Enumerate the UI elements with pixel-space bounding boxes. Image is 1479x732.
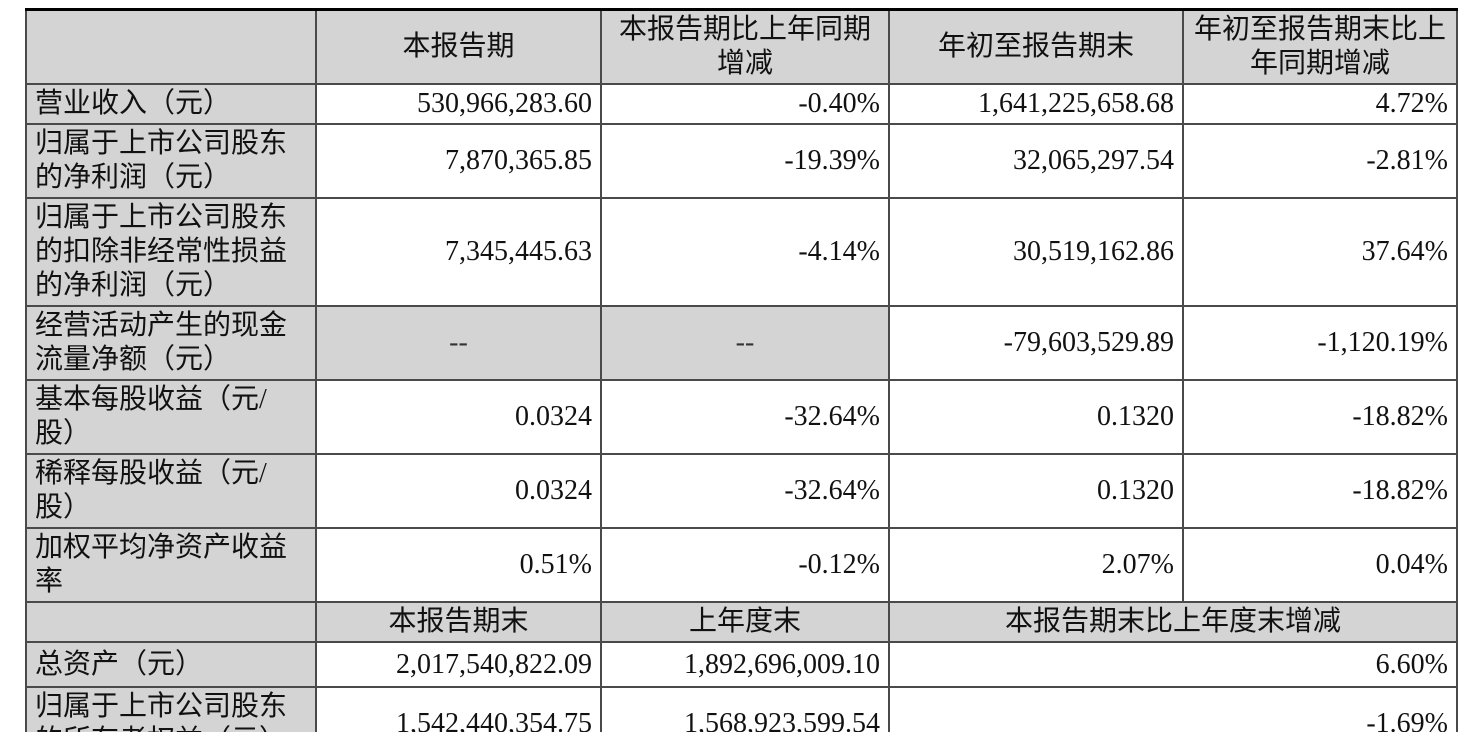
value-ytd-yoy: -18.82% <box>1182 453 1458 529</box>
metric-label: 营业收入（元） <box>25 83 317 125</box>
value-current-yoy: -0.12% <box>600 527 890 603</box>
value-current-period: 0.0324 <box>315 453 602 529</box>
corner-blank-cell <box>25 601 317 643</box>
header-current-period: 本报告期 <box>315 8 602 85</box>
metric-label: 基本每股收益（元/股） <box>25 379 317 455</box>
value-ytd-yoy: 4.72% <box>1182 83 1458 125</box>
header-current-period-yoy: 本报告期比上年同期增减 <box>600 8 890 85</box>
row-operating-cash-flow: 经营活动产生的现金流量净额（元） -- -- -79,603,529.89 -1… <box>25 305 1458 381</box>
row-basic-eps: 基本每股收益（元/股） 0.0324 -32.64% 0.1320 -18.82… <box>25 379 1458 455</box>
dash-placeholder: -- <box>315 305 602 381</box>
value-ytd: -79,603,529.89 <box>888 305 1184 381</box>
value-ytd-yoy: -2.81% <box>1182 123 1458 199</box>
metric-label: 归属于上市公司股东的所有者权益（元） <box>25 686 317 732</box>
value-current-yoy: -19.39% <box>600 123 890 199</box>
row-weighted-avg-roe: 加权平均净资产收益率 0.51% -0.12% 2.07% 0.04% <box>25 527 1458 603</box>
metric-label: 归属于上市公司股东的净利润（元） <box>25 123 317 199</box>
value-ytd-yoy: -18.82% <box>1182 379 1458 455</box>
value-current-period: 0.0324 <box>315 379 602 455</box>
value-end-of-period: 2,017,540,822.09 <box>315 641 602 688</box>
row-net-profit-excl-nonrecurring: 归属于上市公司股东的扣除非经常性损益的净利润（元） 7,345,445.63 -… <box>25 197 1458 307</box>
value-end-of-last-year: 1,568,923,599.54 <box>600 686 890 732</box>
row-equity-attributable: 归属于上市公司股东的所有者权益（元） 1,542,440,354.75 1,56… <box>25 686 1458 732</box>
value-current-yoy: -0.40% <box>600 83 890 125</box>
metric-label: 稀释每股收益（元/股） <box>25 453 317 529</box>
row-total-assets: 总资产（元） 2,017,540,822.09 1,892,696,009.10… <box>25 641 1458 688</box>
header-end-of-period: 本报告期末 <box>315 601 602 643</box>
period-header-row: 本报告期 本报告期比上年同期增减 年初至报告期末 年初至报告期末比上年同期增减 <box>25 8 1458 85</box>
value-current-yoy: -32.64% <box>600 453 890 529</box>
value-current-period: 7,345,445.63 <box>315 197 602 307</box>
row-diluted-eps: 稀释每股收益（元/股） 0.0324 -32.64% 0.1320 -18.82… <box>25 453 1458 529</box>
value-end-of-period: 1,542,440,354.75 <box>315 686 602 732</box>
value-change: 6.60% <box>888 641 1458 688</box>
metric-label: 经营活动产生的现金流量净额（元） <box>25 305 317 381</box>
value-ytd: 1,641,225,658.68 <box>888 83 1184 125</box>
row-net-profit-attributable: 归属于上市公司股东的净利润（元） 7,870,365.85 -19.39% 32… <box>25 123 1458 199</box>
header-ytd: 年初至报告期末 <box>888 8 1184 85</box>
header-ytd-yoy: 年初至报告期末比上年同期增减 <box>1182 8 1458 85</box>
value-ytd: 30,519,162.86 <box>888 197 1184 307</box>
value-end-of-last-year: 1,892,696,009.10 <box>600 641 890 688</box>
value-ytd: 0.1320 <box>888 379 1184 455</box>
header-end-of-last-year: 上年度末 <box>600 601 890 643</box>
header-change-vs-last-year-end: 本报告期末比上年度末增减 <box>888 601 1458 643</box>
value-current-period: 530,966,283.60 <box>315 83 602 125</box>
value-change: -1.69% <box>888 686 1458 732</box>
corner-blank-cell <box>25 8 317 85</box>
value-ytd: 0.1320 <box>888 453 1184 529</box>
value-current-yoy: -32.64% <box>600 379 890 455</box>
value-ytd-yoy: 37.64% <box>1182 197 1458 307</box>
metric-label: 加权平均净资产收益率 <box>25 527 317 603</box>
value-current-yoy: -4.14% <box>600 197 890 307</box>
metric-label: 总资产（元） <box>25 641 317 688</box>
metric-label: 归属于上市公司股东的扣除非经常性损益的净利润（元） <box>25 197 317 307</box>
value-current-period: 7,870,365.85 <box>315 123 602 199</box>
value-ytd: 2.07% <box>888 527 1184 603</box>
value-current-period: 0.51% <box>315 527 602 603</box>
value-ytd-yoy: -1,120.19% <box>1182 305 1458 381</box>
quarterly-financials-table: 本报告期 本报告期比上年同期增减 年初至报告期末 年初至报告期末比上年同期增减 … <box>25 8 1458 732</box>
dash-placeholder: -- <box>600 305 890 381</box>
value-ytd-yoy: 0.04% <box>1182 527 1458 603</box>
row-operating-revenue: 营业收入（元） 530,966,283.60 -0.40% 1,641,225,… <box>25 83 1458 125</box>
value-ytd: 32,065,297.54 <box>888 123 1184 199</box>
balance-header-row: 本报告期末 上年度末 本报告期末比上年度末增减 <box>25 601 1458 643</box>
